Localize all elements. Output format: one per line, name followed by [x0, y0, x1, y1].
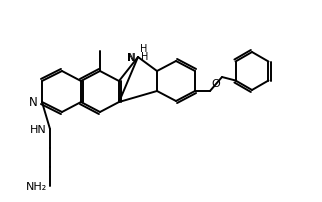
- Text: N: N: [29, 96, 38, 109]
- Text: N: N: [127, 53, 135, 63]
- Text: N: N: [128, 53, 136, 63]
- Text: O: O: [211, 79, 220, 88]
- Text: NH₂: NH₂: [26, 181, 47, 191]
- Text: H: H: [141, 52, 148, 62]
- Text: H: H: [140, 44, 147, 54]
- Text: HN: HN: [30, 124, 47, 134]
